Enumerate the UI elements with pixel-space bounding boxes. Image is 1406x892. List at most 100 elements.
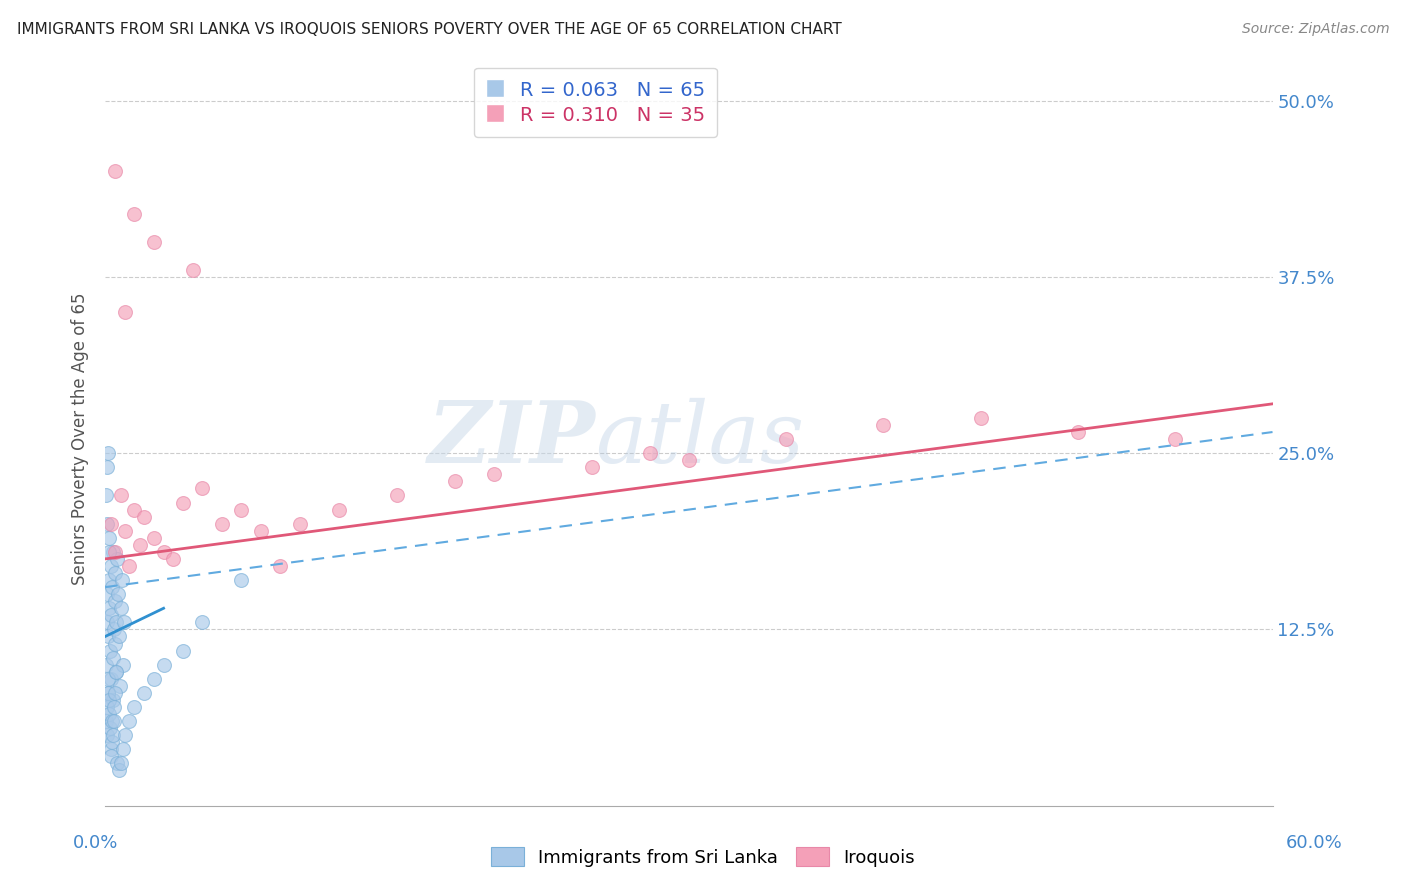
Point [231,502,253,516]
Point [98,601,121,615]
Point [638,446,661,460]
Point [103,693,125,707]
Text: IMMIGRANTS FROM SRI LANKA VS IROQUOIS SENIORS POVERTY OVER THE AGE OF 65 CORRELA: IMMIGRANTS FROM SRI LANKA VS IROQUOIS SE… [17,22,842,37]
Point [114,305,136,319]
Point [97,672,120,686]
Point [484,467,506,482]
Point [269,558,291,573]
Point [678,453,700,467]
Point [970,411,993,425]
Point [105,756,128,771]
Point [385,488,408,502]
Point [110,488,132,502]
Point [112,615,135,630]
Point [103,623,125,637]
Text: ZIP: ZIP [427,397,596,481]
Point [98,693,121,707]
Point [105,552,128,566]
Point [98,721,121,735]
Point [152,657,174,672]
Point [110,756,132,771]
Point [101,545,124,559]
Point [96,516,118,531]
Point [191,482,214,496]
Point [96,488,118,502]
Point [97,630,120,644]
Point [107,587,129,601]
Point [97,573,120,587]
Point [191,615,214,630]
Point [111,657,134,672]
Text: 0.0%: 0.0% [73,834,118,852]
Point [96,714,118,728]
Point [108,679,131,693]
Point [328,502,350,516]
Point [100,516,122,531]
Point [104,594,127,608]
Point [142,531,165,545]
Text: 60.0%: 60.0% [1286,834,1343,852]
Point [444,475,467,489]
Point [104,686,127,700]
Point [97,446,120,460]
Point [129,538,152,552]
Text: atlas: atlas [596,398,804,481]
Point [124,700,146,714]
Point [108,630,131,644]
Point [97,686,120,700]
Point [104,665,127,679]
Point [124,206,146,220]
Point [111,742,134,756]
Point [1164,432,1187,446]
Point [111,573,134,587]
Point [110,601,132,615]
Point [100,672,122,686]
Point [100,558,122,573]
Point [96,587,118,601]
Point [96,460,118,475]
Point [872,417,894,432]
Legend: Immigrants from Sri Lanka, Iroquois: Immigrants from Sri Lanka, Iroquois [484,840,922,874]
Point [100,742,122,756]
Point [231,573,253,587]
Point [105,665,128,679]
Point [134,686,156,700]
Point [1067,425,1090,439]
Point [211,516,233,531]
Point [100,608,122,623]
Point [97,545,120,559]
Point [104,615,127,630]
Point [96,700,118,714]
Point [101,650,124,665]
Point [96,686,118,700]
Point [162,552,184,566]
Point [108,764,131,778]
Point [101,580,124,594]
Point [104,164,127,178]
Point [96,615,118,630]
Point [114,524,136,538]
Point [142,235,165,249]
Point [775,432,797,446]
Point [103,566,125,580]
Point [134,509,156,524]
Point [288,516,311,531]
Point [117,558,139,573]
Point [124,502,146,516]
Point [181,263,204,277]
Point [98,531,121,545]
Point [103,714,125,728]
Point [142,672,165,686]
Point [101,714,124,728]
Point [96,657,118,672]
Point [250,524,273,538]
Y-axis label: Seniors Poverty Over the Age of 65: Seniors Poverty Over the Age of 65 [72,293,89,585]
Point [100,749,122,764]
Legend: R = 0.063   N = 65, R = 0.310   N = 35: R = 0.063 N = 65, R = 0.310 N = 35 [474,68,717,136]
Text: Source: ZipAtlas.com: Source: ZipAtlas.com [1241,22,1389,37]
Point [172,495,194,509]
Point [114,728,136,742]
Point [101,728,124,742]
Point [98,643,121,657]
Point [103,700,125,714]
